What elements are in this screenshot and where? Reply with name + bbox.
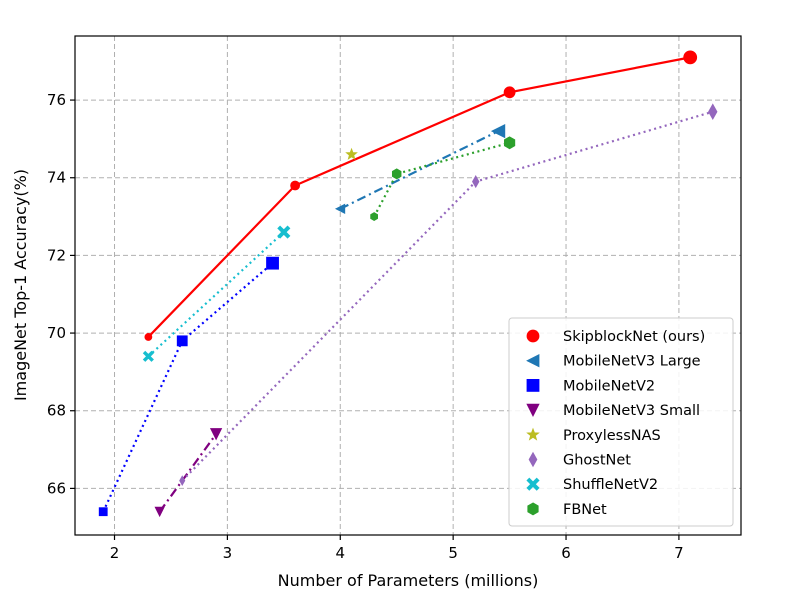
legend-label-mobilenetv3-large: MobileNetV3 Large	[563, 354, 701, 370]
x-tick-label: 3	[223, 544, 233, 562]
series-shufflenetv2	[142, 225, 291, 362]
data-point-mobilenetv3-large	[334, 203, 346, 214]
x-tick-label: 2	[110, 544, 120, 562]
data-point-mobilenetv2	[176, 335, 188, 347]
series-line-fbnet	[373, 141, 510, 218]
data-point-skipblocknet-ours	[290, 180, 301, 191]
series-fbnet	[370, 136, 516, 222]
legend-marker-ghostnet	[528, 451, 538, 468]
legend-marker-mobilenetv3-small	[526, 403, 540, 417]
legend-label-mobilenetv3-small: MobileNetV3 Small	[563, 403, 700, 419]
series-ghostnet	[179, 103, 718, 487]
legend-marker-shufflenetv2	[526, 477, 540, 491]
data-point-skipblocknet-ours	[683, 50, 698, 65]
data-point-mobilenetv3-small	[154, 506, 165, 518]
legend-label-shufflenetv2: ShuffleNetV2	[563, 477, 658, 493]
x-tick-label: 7	[674, 544, 684, 562]
data-point-mobilenetv2	[266, 256, 279, 270]
data-point-mobilenetv3-small	[209, 428, 223, 441]
x-axis-label: Number of Parameters (millions)	[278, 571, 539, 590]
legend-item-mobilenetv2: MobileNetV2	[526, 378, 655, 394]
legend-item-fbnet: FBNet	[527, 502, 607, 518]
legend-marker-proxylessnas	[526, 427, 540, 441]
y-tick-label: 68	[47, 402, 66, 420]
axes-frame	[74, 35, 742, 536]
data-point-fbnet	[503, 136, 516, 150]
legend-item-mobilenetv3-small: MobileNetV3 Small	[526, 403, 700, 419]
series-mobilenetv2	[98, 256, 279, 517]
data-point-mobilenetv3-large	[490, 123, 506, 139]
data-point-ghostnet	[472, 175, 480, 189]
x-tick-label: 6	[561, 544, 571, 562]
data-point-proxylessnas	[345, 147, 358, 160]
legend-item-mobilenetv3-large: MobileNetV3 Large	[526, 354, 701, 370]
legend-marker-mobilenetv2	[526, 378, 540, 392]
data-point-shufflenetv2	[277, 225, 291, 239]
data-point-skipblocknet-ours	[503, 86, 516, 99]
axis-ticks: 2 3 4 5 6 7 66 68 70 72 74 76	[47, 91, 684, 562]
y-axis-label: ImageNet Top-1 Accuracy(%)	[11, 169, 30, 401]
legend-marker-mobilenetv3-large	[526, 354, 540, 368]
legend-item-shufflenetv2: ShuffleNetV2	[526, 477, 658, 493]
series-mobilenetv3-large	[334, 123, 506, 214]
legend-marker-fbnet	[527, 502, 539, 516]
data-point-fbnet	[391, 168, 402, 180]
series-line-mobilenetv3-small	[158, 433, 217, 513]
legend-item-proxylessnas: ProxylessNAS	[526, 427, 661, 444]
data-point-fbnet	[370, 212, 379, 222]
data-point-ghostnet	[708, 103, 718, 121]
legend-label-mobilenetv2: MobileNetV2	[563, 378, 655, 394]
legend-item-skipblocknet-ours: SkipblockNet (ours)	[526, 329, 705, 345]
data-point-mobilenetv2	[98, 507, 108, 517]
y-tick-label: 74	[47, 169, 66, 187]
data-point-skipblocknet-ours	[144, 333, 153, 341]
plot-area	[98, 50, 718, 518]
series-skipblocknet-ours	[144, 50, 698, 341]
data-point-shufflenetv2	[142, 350, 154, 362]
series-line-mobilenetv3-large	[339, 130, 499, 210]
x-tick-label: 4	[335, 544, 345, 562]
series-mobilenetv3-small	[154, 428, 223, 518]
series-line-shufflenetv2	[147, 231, 285, 358]
legend: SkipblockNet (ours) MobileNetV3 Large Mobi…	[508, 317, 734, 527]
legend-label-skipblocknet-ours: SkipblockNet (ours)	[563, 329, 705, 345]
x-tick-label: 5	[448, 544, 458, 562]
y-tick-label: 66	[47, 479, 66, 497]
legend-box	[508, 317, 734, 527]
legend-label-fbnet: FBNet	[563, 502, 607, 518]
legend-label-ghostnet: GhostNet	[563, 453, 631, 469]
series-proxylessnas	[345, 147, 358, 160]
legend-marker-skipblocknet-ours	[526, 329, 540, 343]
legend-label-proxylessnas: ProxylessNAS	[563, 428, 661, 444]
series-line-skipblocknet-ours	[147, 56, 691, 338]
y-tick-label: 70	[47, 324, 66, 342]
y-tick-label: 72	[47, 246, 66, 264]
y-tick-label: 76	[47, 91, 66, 109]
legend-item-ghostnet: GhostNet	[528, 451, 631, 469]
data-point-ghostnet	[179, 475, 186, 487]
